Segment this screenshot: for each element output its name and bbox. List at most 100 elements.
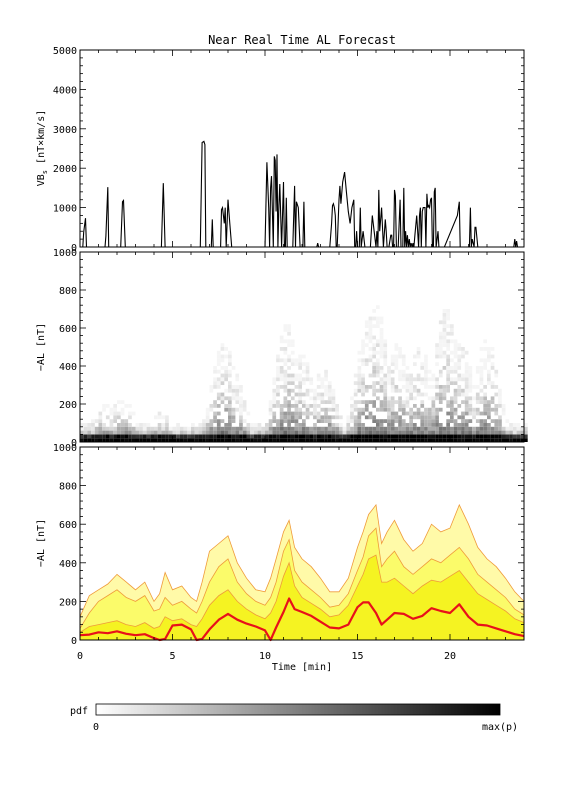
density-cell [431,419,436,423]
density-cell [453,438,458,442]
density-cell [368,331,373,336]
density-cell [187,426,191,431]
density-cell [298,377,302,382]
density-cell [387,419,391,423]
density-cell [213,366,217,370]
density-cell [313,400,317,404]
density-cell [187,430,191,435]
density-cell [331,415,336,420]
density-cell [364,430,369,435]
density-cell [324,419,328,423]
density-cell [287,339,291,344]
density-cell [142,430,147,435]
density-cell [435,343,439,347]
density-cell [239,415,243,420]
density-cell [313,411,317,416]
density-cell [361,388,365,393]
density-cell [120,438,125,442]
density-cell [339,423,343,427]
density-cell [420,404,425,408]
density-cell [231,366,236,370]
density-cell [387,438,391,442]
density-cell [427,434,432,439]
density-cell [442,309,447,313]
density-cell [283,373,288,378]
density-cell [224,354,228,359]
density-cell [302,400,306,404]
density-cell [305,373,310,378]
density-cell [231,419,236,423]
density-cell [416,354,421,359]
density-cell [464,426,469,431]
density-cell [320,396,325,401]
density-cell [83,438,88,442]
density-cell [387,404,391,408]
density-cell [490,438,495,442]
density-cell [283,377,288,382]
density-cell [468,426,473,431]
density-cell [161,423,166,427]
density-cell [87,423,92,427]
density-cell [279,438,284,442]
density-cell [242,438,247,442]
density-cell [242,404,247,408]
density-cell [298,415,302,420]
density-cell [279,377,284,382]
density-cell [427,419,432,423]
density-cell [220,426,225,431]
density-cell [468,396,473,401]
density-cell [461,377,465,382]
density-cell [294,392,299,397]
density-cell [435,419,439,423]
density-cell [420,377,425,382]
density-cell [490,430,495,435]
density-cell [505,419,510,423]
density-cell [205,438,210,442]
density-cell [220,373,225,378]
density-cell [105,438,110,442]
panel-vbs-ylabel: VBs [nT×km/s] [36,110,49,186]
density-cell [398,373,402,378]
band-edge-outer [79,527,525,629]
density-cell [124,419,129,423]
density-cell [287,381,291,385]
density-cell [242,407,247,412]
density-cell [287,373,291,378]
density-cell [394,362,399,366]
density-cell [316,377,321,382]
colorbar [95,703,501,716]
density-cell [479,373,484,378]
density-cell [372,343,376,347]
density-cell [379,426,384,431]
density-cell [242,426,247,431]
density-cell [216,430,221,435]
density-cell [209,404,214,408]
density-cell [516,426,521,431]
density-cell [453,366,458,370]
density-cell [94,430,99,435]
density-cell [368,426,373,431]
density-cell [446,400,450,404]
density-cell [461,388,465,393]
density-cell [176,423,180,427]
density-cell [364,331,369,336]
density-cell [494,392,499,397]
density-cell [468,385,473,389]
density-cell [472,407,476,412]
density-cell [424,362,428,366]
density-cell [361,400,365,404]
density-cell [524,430,528,435]
density-cell [490,434,495,439]
density-cell [450,434,454,439]
density-cell [416,430,421,435]
density-cell [368,358,373,363]
density-cell [357,381,362,385]
density-cell [220,400,225,404]
density-cell [113,404,117,408]
density-cell [498,415,502,420]
density-cell [409,396,413,401]
density-cell [154,434,158,439]
density-cell [216,369,221,374]
density-cell [105,434,110,439]
density-cell [176,426,180,431]
